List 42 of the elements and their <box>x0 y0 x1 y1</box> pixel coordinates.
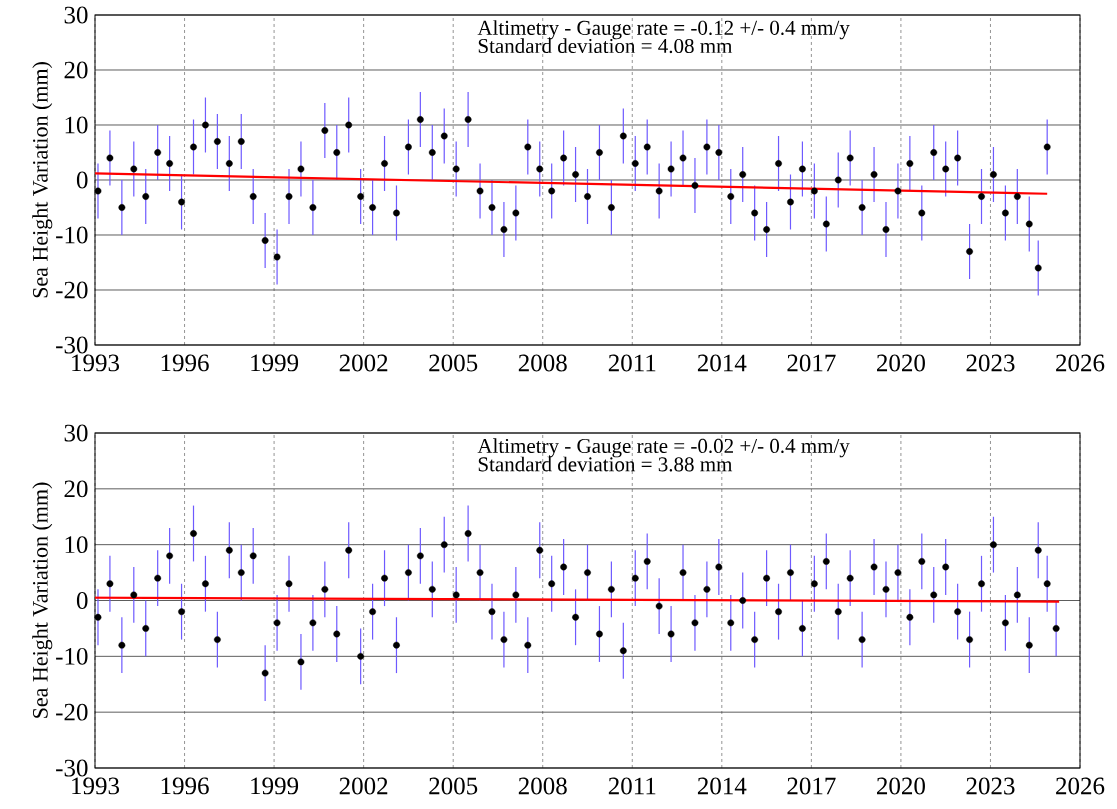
x-tick-label: 2002 <box>339 777 388 795</box>
x-tick-label: 2014 <box>697 777 747 795</box>
y-tick-label: 10 <box>65 116 88 134</box>
x-tick-label: 2023 <box>966 777 1015 795</box>
y-tick-label: -30 <box>56 336 88 354</box>
x-tick-label: 2008 <box>518 354 567 372</box>
x-tick-label: 2020 <box>877 354 925 372</box>
x-tick-label: 1999 <box>251 354 299 372</box>
x-tick-label: 2017 <box>787 354 836 372</box>
x-tick-label: 2026 <box>1056 354 1105 372</box>
x-tick-label: 2002 <box>339 354 388 372</box>
x-tick-label: 2020 <box>877 777 925 795</box>
y-tick-label: 10 <box>65 536 88 554</box>
x-tick-label: 1996 <box>161 777 209 795</box>
x-tick-label: 2005 <box>429 354 478 372</box>
x-tick-label: 1993 <box>72 777 120 795</box>
x-tick-label: 2011 <box>608 777 656 795</box>
y-tick-label: -30 <box>56 759 88 777</box>
x-tick-label: 2011 <box>608 354 656 372</box>
y-tick-label: 30 <box>64 6 88 24</box>
y-tick-label: 0 <box>76 171 88 189</box>
x-tick-label: 2023 <box>966 354 1015 372</box>
x-tick-label: 1993 <box>72 354 120 372</box>
y-axis-title: Sea Height Variation (mm) <box>32 482 53 718</box>
x-tick-label: 2017 <box>787 777 836 795</box>
x-tick-label: 2008 <box>518 777 567 795</box>
annotation: Standard deviation = 3.88 mm <box>478 456 733 472</box>
x-tick-label: 1996 <box>161 354 209 372</box>
x-tick-label: 1999 <box>251 777 299 795</box>
y-tick-label: -10 <box>56 647 88 665</box>
y-tick-label: 30 <box>64 424 88 442</box>
y-tick-label: 0 <box>76 592 88 609</box>
y-axis-title: Sea Height Variation (mm) <box>32 62 53 298</box>
x-tick-label: 2026 <box>1056 777 1105 795</box>
annotation: Standard deviation = 4.08 mm <box>478 38 733 54</box>
x-tick-label: 2014 <box>697 354 747 372</box>
y-tick-label: 20 <box>64 480 88 498</box>
y-tick-label: 20 <box>64 61 88 79</box>
x-tick-label: 2005 <box>429 777 478 795</box>
y-tick-label: -20 <box>56 281 88 299</box>
y-tick-label: -10 <box>56 226 88 244</box>
y-tick-label: -20 <box>56 703 88 721</box>
